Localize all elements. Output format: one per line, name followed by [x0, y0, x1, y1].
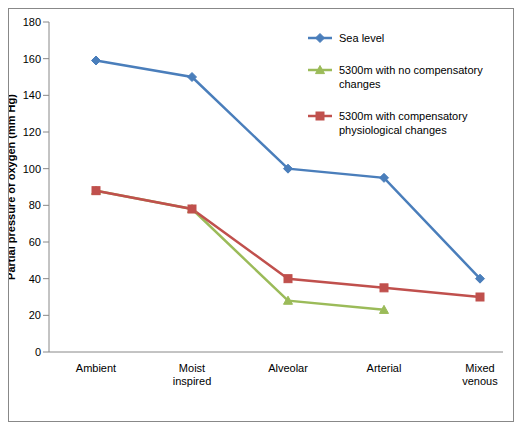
svg-text:0: 0 — [35, 346, 41, 358]
svg-text:Ambient: Ambient — [76, 362, 116, 374]
svg-text:20: 20 — [29, 309, 41, 321]
svg-text:180: 180 — [23, 16, 41, 28]
html-text:5300m with compensatory physio: 5300m with compensatory physiological ch… — [339, 110, 468, 136]
svg-text:Partial pressure of oxygen (mm: Partial pressure of oxygen (mm Hg) — [9, 94, 17, 280]
svg-text:100: 100 — [23, 163, 41, 175]
html-text:Sea level: Sea level — [339, 32, 385, 44]
svg-text:120: 120 — [23, 126, 41, 138]
html-text:5300m with no compensatory cha: 5300m with no compensatory changes — [339, 64, 483, 90]
svg-text:Moistinspired: Moistinspired — [173, 362, 212, 387]
svg-text:Arterial: Arterial — [367, 362, 402, 374]
svg-text:80: 80 — [29, 199, 41, 211]
svg-text:160: 160 — [23, 53, 41, 65]
svg-text:Alveolar: Alveolar — [268, 362, 308, 374]
svg-text:40: 40 — [29, 273, 41, 285]
svg-text:Mixedvenous: Mixedvenous — [462, 362, 498, 387]
svg-text:140: 140 — [23, 89, 41, 101]
svg-text:60: 60 — [29, 236, 41, 248]
